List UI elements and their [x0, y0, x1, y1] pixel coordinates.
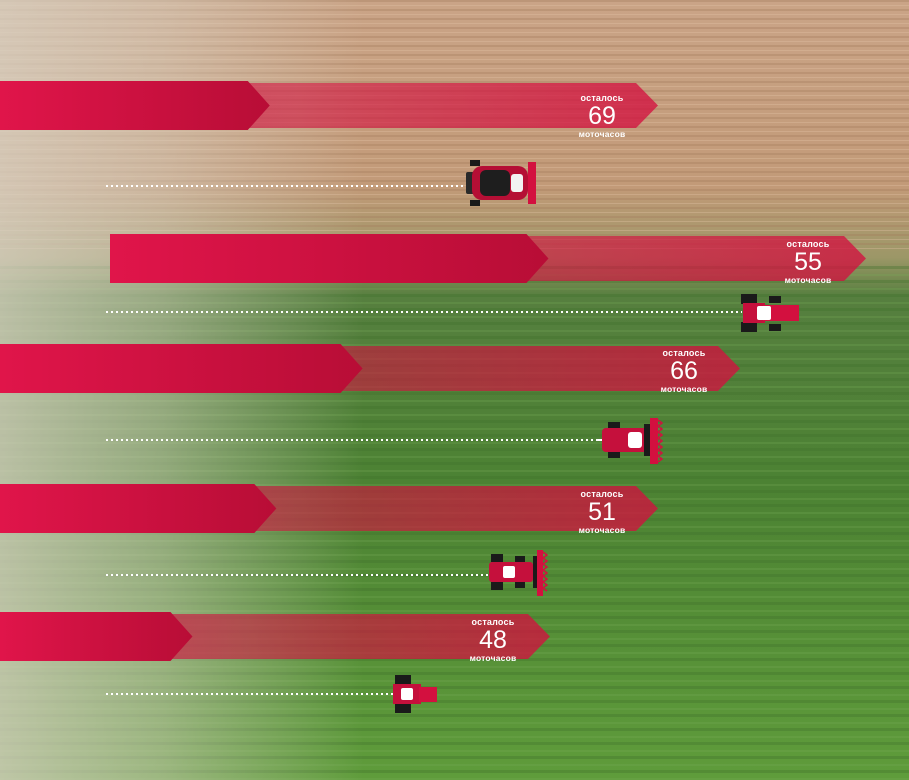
hours-value: 66	[670, 357, 698, 385]
forage-harvester-icon	[596, 418, 664, 464]
combine-harvester-icon	[466, 160, 536, 206]
hours-label: осталось 48 моточасов	[453, 618, 533, 663]
hours-value: 69	[588, 102, 616, 130]
remaining-caption: осталось	[662, 348, 706, 358]
machines	[393, 160, 799, 713]
small-tractor-icon	[393, 675, 437, 713]
remaining-caption: осталось	[471, 617, 515, 627]
hours-value: 48	[479, 626, 507, 654]
hours-unit: моточасов	[578, 525, 626, 535]
hours-label: осталось 55 моточасов	[768, 240, 848, 285]
hours-value: 51	[588, 498, 616, 526]
hours-label: осталось 51 моточасов	[562, 490, 642, 535]
sprayer-tractor-icon	[489, 550, 549, 596]
hours-unit: моточасов	[469, 653, 517, 663]
tractor-icon	[741, 294, 799, 332]
hours-label: осталось 66 моточасов	[644, 349, 724, 394]
progress-arrow	[0, 484, 277, 533]
progress-arrow	[0, 344, 363, 393]
remaining-caption: осталось	[580, 489, 624, 499]
remaining-caption: осталось	[786, 239, 830, 249]
machine-paths	[106, 185, 742, 695]
progress-arrow	[0, 612, 193, 661]
hours-unit: моточасов	[784, 275, 832, 285]
remaining-caption: осталось	[580, 93, 624, 103]
hours-unit: моточасов	[660, 384, 708, 394]
progress-arrow	[110, 234, 549, 283]
hours-value: 55	[794, 248, 822, 276]
progress-bars	[0, 81, 866, 661]
progress-arrow	[0, 81, 270, 130]
hours-unit: моточасов	[578, 129, 626, 139]
hours-label: осталось 69 моточасов	[562, 94, 642, 139]
